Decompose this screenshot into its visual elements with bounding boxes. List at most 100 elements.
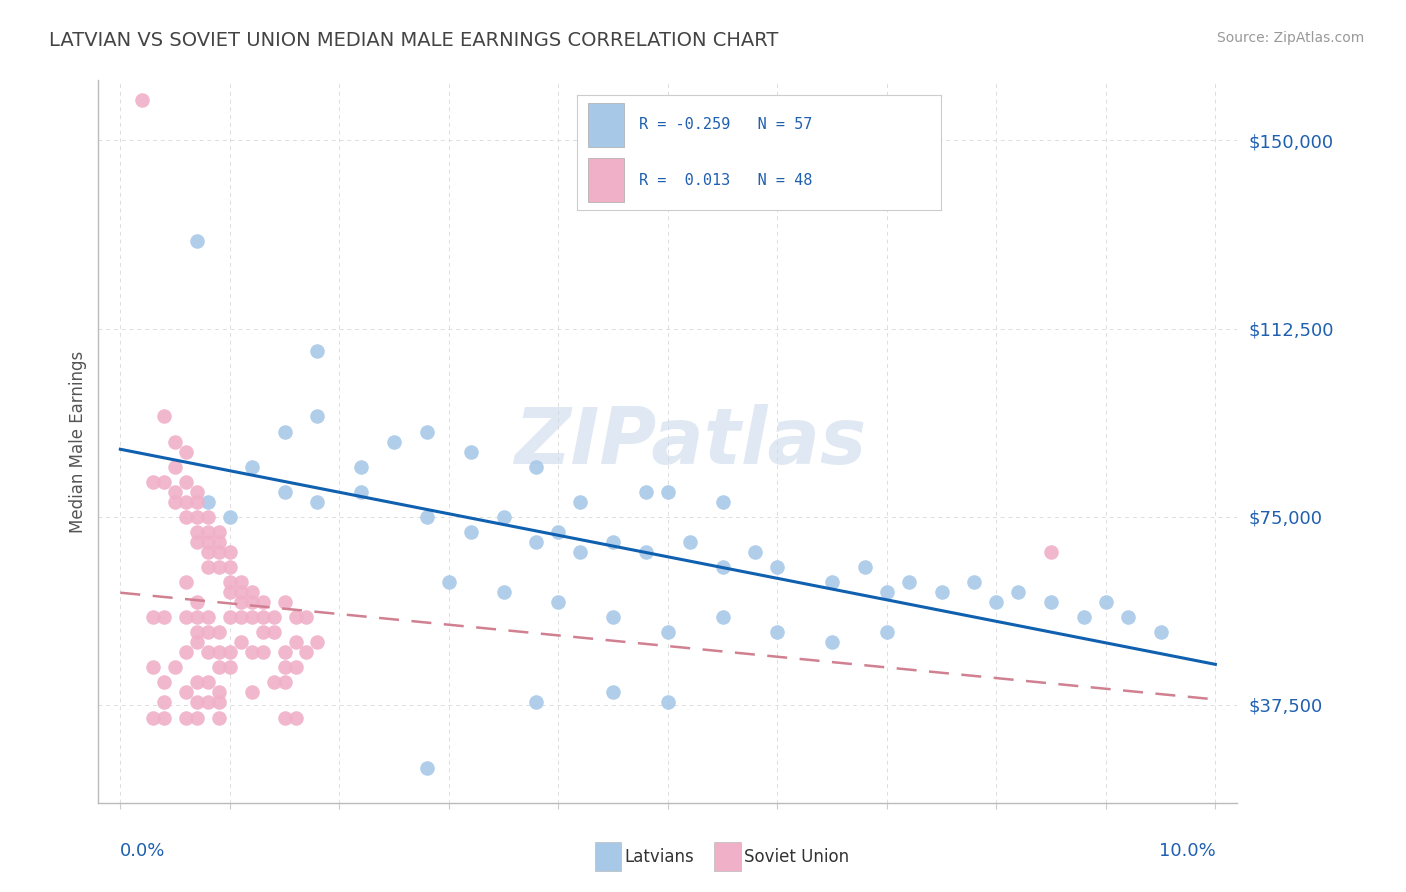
Point — [711, 610, 734, 624]
Point — [931, 585, 953, 599]
Point — [240, 645, 263, 659]
Point — [218, 509, 240, 524]
Point — [350, 459, 373, 474]
Point — [186, 610, 208, 624]
Point — [602, 534, 624, 549]
Point — [679, 534, 702, 549]
Point — [273, 425, 295, 439]
Point — [240, 610, 263, 624]
Point — [197, 675, 219, 690]
Point — [634, 484, 657, 499]
Point — [197, 494, 219, 508]
Point — [876, 625, 898, 640]
Point — [229, 610, 252, 624]
Point — [197, 610, 219, 624]
Point — [711, 560, 734, 574]
Point — [218, 645, 240, 659]
Point — [208, 696, 231, 710]
Point — [208, 685, 231, 699]
Point — [526, 696, 548, 710]
Point — [186, 494, 208, 508]
Point — [165, 434, 187, 449]
Point — [197, 524, 219, 539]
Point — [1040, 545, 1063, 559]
Point — [821, 574, 844, 589]
Point — [186, 534, 208, 549]
Point — [208, 524, 231, 539]
Point — [602, 685, 624, 699]
Point — [186, 625, 208, 640]
Point — [273, 710, 295, 724]
Point — [284, 710, 307, 724]
Point — [174, 574, 197, 589]
Text: 10.0%: 10.0% — [1159, 842, 1215, 860]
Point — [240, 685, 263, 699]
Text: Soviet Union: Soviet Union — [744, 848, 849, 866]
Point — [174, 610, 197, 624]
Point — [142, 610, 165, 624]
Point — [416, 509, 439, 524]
Point — [229, 595, 252, 609]
Point — [218, 610, 240, 624]
Text: LATVIAN VS SOVIET UNION MEDIAN MALE EARNINGS CORRELATION CHART: LATVIAN VS SOVIET UNION MEDIAN MALE EARN… — [49, 31, 779, 50]
Point — [1116, 610, 1139, 624]
Point — [165, 660, 187, 674]
Point — [208, 625, 231, 640]
Point — [186, 509, 208, 524]
Point — [240, 595, 263, 609]
Point — [197, 534, 219, 549]
Point — [263, 610, 285, 624]
Point — [197, 645, 219, 659]
Point — [174, 685, 197, 699]
Point — [526, 459, 548, 474]
Point — [416, 761, 439, 775]
Point — [460, 444, 482, 458]
Point — [208, 560, 231, 574]
Point — [876, 585, 898, 599]
Point — [273, 675, 295, 690]
Text: 0.0%: 0.0% — [121, 842, 166, 860]
Point — [218, 574, 240, 589]
Point — [1007, 585, 1029, 599]
Point — [284, 660, 307, 674]
Text: Latvians: Latvians — [624, 848, 695, 866]
Point — [218, 560, 240, 574]
Text: Source: ZipAtlas.com: Source: ZipAtlas.com — [1216, 31, 1364, 45]
Point — [307, 494, 329, 508]
Point — [186, 710, 208, 724]
Point — [263, 625, 285, 640]
Point — [350, 484, 373, 499]
Point — [197, 625, 219, 640]
Point — [897, 574, 920, 589]
Point — [744, 545, 766, 559]
Point — [526, 534, 548, 549]
Point — [273, 645, 295, 659]
Point — [153, 710, 176, 724]
Point — [1040, 595, 1063, 609]
Point — [284, 610, 307, 624]
Point — [252, 595, 274, 609]
Point — [492, 509, 515, 524]
Point — [240, 459, 263, 474]
Point — [197, 509, 219, 524]
Point — [602, 610, 624, 624]
Point — [153, 475, 176, 489]
Point — [657, 625, 679, 640]
Point — [766, 560, 789, 574]
Point — [273, 484, 295, 499]
Point — [174, 645, 197, 659]
Point — [307, 409, 329, 424]
Point — [165, 494, 187, 508]
Point — [131, 93, 153, 107]
Point — [208, 545, 231, 559]
Point — [252, 625, 274, 640]
Point — [218, 585, 240, 599]
Point — [142, 710, 165, 724]
Point — [252, 645, 274, 659]
Point — [963, 574, 986, 589]
Point — [547, 524, 569, 539]
Point — [174, 475, 197, 489]
Point — [229, 585, 252, 599]
Point — [569, 545, 592, 559]
Text: ZIPatlas: ZIPatlas — [515, 403, 866, 480]
